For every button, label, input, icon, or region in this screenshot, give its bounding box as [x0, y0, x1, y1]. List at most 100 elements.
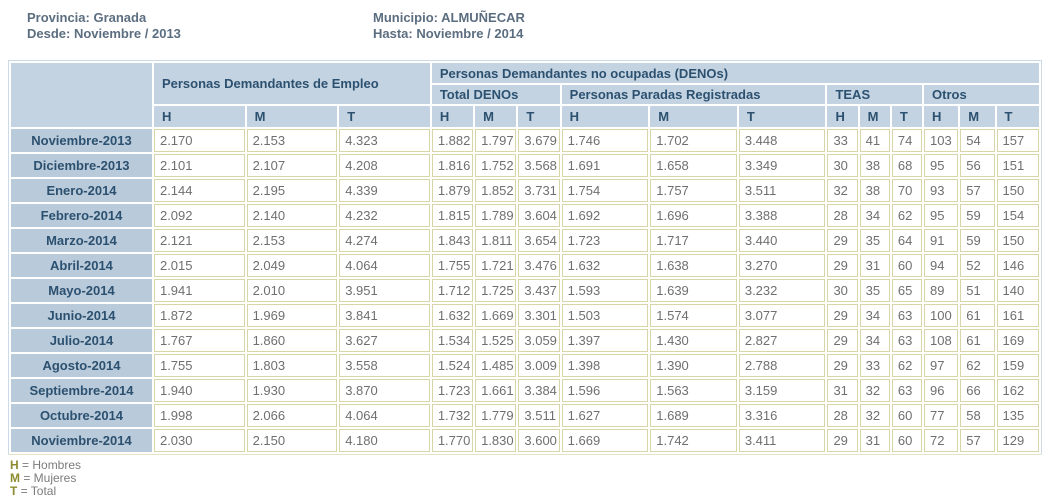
data-cell: 35 [859, 279, 890, 302]
row-label-month: Diciembre-2013 [11, 154, 152, 177]
col-header-m: M [650, 106, 737, 127]
data-cell: 3.511 [738, 179, 826, 202]
data-cell: 1.503 [561, 304, 649, 327]
data-cell: 1.717 [650, 229, 737, 252]
data-cell: 154 [996, 204, 1039, 227]
data-cell: 1.627 [561, 404, 649, 427]
col-header-h: H [827, 106, 858, 127]
data-cell: 52 [960, 254, 995, 277]
col-header-t: T [891, 106, 923, 127]
data-cell: 91 [924, 229, 959, 252]
col-header-t: T [339, 106, 430, 127]
table-row: Enero-2014 2.144 2.195 4.339 1.879 1.852 3.731… [11, 179, 1039, 202]
data-cell: 1.712 [431, 279, 474, 302]
col-header-t: T [738, 106, 826, 127]
subgroup-header-paradas-registradas: Personas Paradas Registradas [561, 85, 826, 104]
data-cell: 159 [996, 354, 1039, 377]
data-cell: 1.755 [153, 354, 245, 377]
data-cell: 150 [996, 229, 1039, 252]
table-row: Junio-2014 1.872 1.969 3.841 1.632 1.669 3.301… [11, 304, 1039, 327]
table-row: Abril-2014 2.015 2.049 4.064 1.755 1.721 3.476… [11, 254, 1039, 277]
header-hmt-row: H M T H M T H M T H M T H M T [11, 106, 1039, 127]
data-cell: 3.159 [738, 379, 826, 402]
data-cell: 60 [891, 429, 923, 452]
data-cell: 2.121 [153, 229, 245, 252]
col-header-t: T [518, 106, 560, 127]
data-cell: 1.485 [475, 354, 517, 377]
data-cell: 38 [859, 154, 890, 177]
data-cell: 1.691 [561, 154, 649, 177]
data-cell: 1.574 [650, 304, 737, 327]
data-cell: 3.411 [738, 429, 826, 452]
row-label-month: Mayo-2014 [11, 279, 152, 302]
data-cell: 32 [859, 404, 890, 427]
data-cell: 28 [827, 404, 858, 427]
data-cell: 1.940 [153, 379, 245, 402]
data-cell: 3.951 [339, 279, 430, 302]
data-cell: 1.725 [475, 279, 517, 302]
data-cell: 89 [924, 279, 959, 302]
subgroup-header-otros: Otros [924, 85, 1039, 104]
data-cell: 1.638 [650, 254, 737, 277]
data-cell: 60 [891, 404, 923, 427]
hasta-text: Hasta: Noviembre / 2014 [373, 26, 524, 41]
data-cell: 59 [960, 204, 995, 227]
row-label-month: Julio-2014 [11, 329, 152, 352]
subgroup-header-total-denos: Total DENOs [431, 85, 560, 104]
data-cell: 62 [891, 204, 923, 227]
legend-key: H [10, 458, 19, 472]
info-left-column: Provincia: Granada Desde: Noviembre / 20… [27, 10, 373, 60]
legend-line: H = Hombres [10, 459, 1049, 472]
data-cell: 64 [891, 229, 923, 252]
data-cell: 3.604 [518, 204, 560, 227]
row-label-month: Abril-2014 [11, 254, 152, 277]
group-header-denos: Personas Demandantes no ocupadas (DENOs) [431, 63, 1039, 83]
employment-statistics-table: Personas Demandantes de Empleo Personas … [9, 61, 1041, 454]
data-cell: 54 [960, 129, 995, 152]
data-cell: 1.661 [475, 379, 517, 402]
data-cell: 1.524 [431, 354, 474, 377]
data-cell: 2.049 [246, 254, 338, 277]
data-cell: 1.789 [475, 204, 517, 227]
data-cell: 1.872 [153, 304, 245, 327]
data-cell: 95 [924, 204, 959, 227]
data-cell: 1.767 [153, 329, 245, 352]
data-cell: 2.170 [153, 129, 245, 152]
data-cell: 1.732 [431, 404, 474, 427]
data-cell: 1.755 [431, 254, 474, 277]
data-cell: 1.815 [431, 204, 474, 227]
data-cell: 3.009 [518, 354, 560, 377]
row-label-month: Agosto-2014 [11, 354, 152, 377]
corner-cell [11, 63, 152, 127]
data-cell: 151 [996, 154, 1039, 177]
data-cell: 51 [960, 279, 995, 302]
data-cell: 1.770 [431, 429, 474, 452]
data-cell: 108 [924, 329, 959, 352]
data-cell: 66 [960, 379, 995, 402]
data-cell: 1.430 [650, 329, 737, 352]
data-cell: 4.274 [339, 229, 430, 252]
table-header: Personas Demandantes de Empleo Personas … [11, 63, 1039, 127]
data-cell: 2.150 [246, 429, 338, 452]
data-cell: 31 [827, 379, 858, 402]
data-cell: 1.852 [475, 179, 517, 202]
data-cell: 1.390 [650, 354, 737, 377]
data-cell: 4.339 [339, 179, 430, 202]
data-cell: 29 [827, 304, 858, 327]
col-header-h: H [153, 106, 245, 127]
data-cell: 74 [891, 129, 923, 152]
data-cell: 1.596 [561, 379, 649, 402]
data-cell: 3.870 [339, 379, 430, 402]
data-cell: 63 [891, 379, 923, 402]
data-cell: 32 [859, 379, 890, 402]
data-cell: 1.721 [475, 254, 517, 277]
data-cell: 1.998 [153, 404, 245, 427]
data-cell: 56 [960, 154, 995, 177]
data-cell: 33 [827, 129, 858, 152]
col-header-h: H [431, 106, 474, 127]
data-cell: 30 [827, 279, 858, 302]
data-cell: 1.525 [475, 329, 517, 352]
data-cell: 3.349 [738, 154, 826, 177]
data-cell: 1.639 [650, 279, 737, 302]
data-cell: 3.437 [518, 279, 560, 302]
